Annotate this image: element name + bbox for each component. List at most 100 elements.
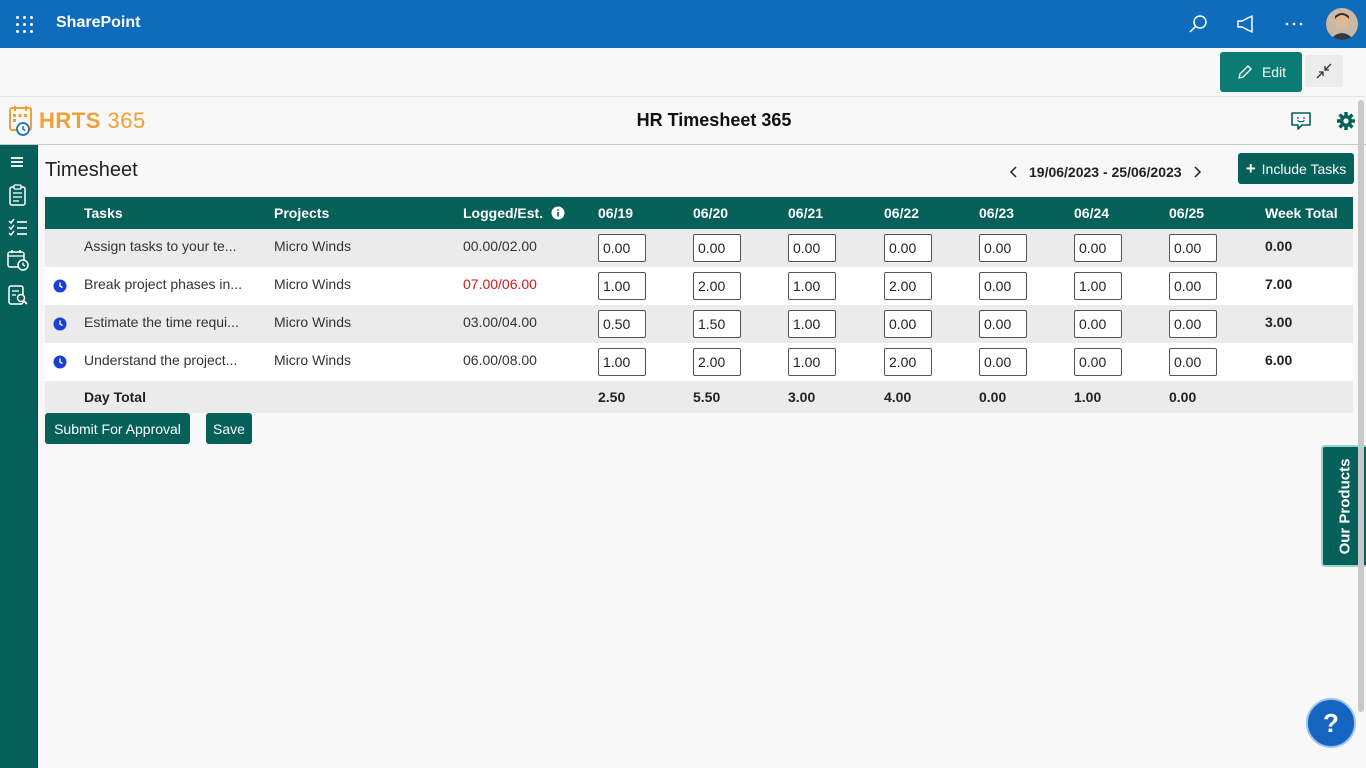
sharepoint-top-bar: SharePoint — [0, 0, 1366, 48]
hours-input[interactable] — [1074, 272, 1122, 300]
more-options-icon[interactable] — [1282, 12, 1306, 36]
timesheet-table: Tasks Projects Logged/Est. 06/19 06/20 0… — [45, 197, 1353, 413]
hrts-logo: HRTS 365 — [9, 105, 146, 137]
header-tasks[interactable]: Tasks — [84, 205, 123, 221]
save-button[interactable]: Save — [206, 413, 252, 444]
chevron-left-icon[interactable] — [1007, 165, 1021, 179]
hours-input[interactable] — [1169, 348, 1217, 376]
page-title: Timesheet — [45, 159, 138, 181]
time-tracking-clock-icon[interactable] — [53, 305, 67, 343]
header-week-total: Week Total — [1265, 205, 1338, 221]
week-total-value: 0.00 — [1265, 238, 1293, 254]
info-icon[interactable] — [551, 206, 565, 220]
hours-input[interactable] — [788, 310, 836, 338]
collapse-arrows-icon — [1316, 63, 1332, 79]
timesheet-logo-icon — [9, 106, 32, 136]
logged-estimate: 00.00/02.00 — [463, 238, 537, 254]
hours-input[interactable] — [1169, 310, 1217, 338]
hours-input[interactable] — [598, 348, 646, 376]
day-total-row: Day Total 2.50 5.50 3.00 4.00 0.00 1.00 … — [45, 381, 1353, 413]
task-name[interactable]: Break project phases in... — [84, 276, 242, 292]
edit-button[interactable]: Edit — [1220, 52, 1302, 92]
sharepoint-title[interactable]: SharePoint — [56, 14, 141, 31]
our-products-label: Our Products — [1336, 458, 1354, 554]
hours-input[interactable] — [693, 348, 741, 376]
table-row: Estimate the time requi... Micro Winds 03.… — [45, 305, 1353, 343]
day-total-value: 4.00 — [884, 389, 912, 405]
table-header-row: Tasks Projects Logged/Est. 06/19 06/20 0… — [45, 197, 1353, 229]
day-total-value: 0.00 — [1169, 389, 1197, 405]
hours-input[interactable] — [693, 234, 741, 262]
project-name: Micro Winds — [274, 238, 352, 254]
time-tracking-clock-icon[interactable] — [53, 267, 67, 305]
task-name[interactable]: Estimate the time requi... — [84, 314, 239, 330]
header-logged-est-label: Logged/Est. — [463, 205, 544, 221]
chevron-right-icon[interactable] — [1190, 165, 1204, 179]
logged-estimate: 06.00/08.00 — [463, 352, 537, 368]
logged-estimate: 03.00/04.00 — [463, 314, 537, 330]
calendar-clock-icon[interactable] — [6, 248, 30, 272]
submit-for-approval-button[interactable]: Submit For Approval — [45, 413, 190, 444]
week-navigator: 19/06/2023 - 25/06/2023 — [1007, 162, 1204, 182]
week-total-value: 6.00 — [1265, 352, 1293, 368]
plus-icon: + — [1245, 158, 1256, 178]
table-row: Understand the project... Micro Winds 06.0… — [45, 343, 1353, 381]
project-name: Micro Winds — [274, 352, 352, 368]
header-day-6: 06/24 — [1074, 205, 1110, 221]
hours-input[interactable] — [1074, 310, 1122, 338]
header-day-7: 06/25 — [1169, 205, 1205, 221]
settings-gear-icon[interactable] — [1335, 110, 1357, 132]
hours-input[interactable] — [1169, 234, 1217, 262]
include-tasks-label: Include Tasks — [1261, 160, 1347, 177]
search-icon[interactable] — [1186, 12, 1210, 36]
task-list-icon[interactable] — [6, 215, 30, 239]
header-day-2: 06/20 — [693, 205, 729, 221]
day-total-value: 1.00 — [1074, 389, 1102, 405]
feedback-icon[interactable] — [1290, 110, 1312, 132]
hours-input[interactable] — [788, 272, 836, 300]
day-total-label: Day Total — [84, 389, 146, 405]
project-name: Micro Winds — [274, 314, 352, 330]
hours-input[interactable] — [884, 272, 932, 300]
page-edit-bar: Edit — [0, 48, 1366, 97]
project-name: Micro Winds — [274, 276, 352, 292]
menu-icon[interactable] — [6, 150, 30, 174]
header-logged-est: Logged/Est. — [463, 197, 565, 229]
collapse-button[interactable] — [1305, 55, 1343, 87]
hours-input[interactable] — [979, 234, 1027, 262]
hours-input[interactable] — [598, 272, 646, 300]
page-scrollbar[interactable] — [1358, 100, 1364, 712]
hours-input[interactable] — [788, 234, 836, 262]
hours-input[interactable] — [884, 234, 932, 262]
edit-button-label: Edit — [1261, 64, 1287, 80]
hours-input[interactable] — [979, 348, 1027, 376]
app-header: HRTS 365 HR Timesheet 365 — [0, 97, 1366, 145]
hours-input[interactable] — [1169, 272, 1217, 300]
header-projects[interactable]: Projects — [274, 205, 330, 221]
day-total-value: 5.50 — [693, 389, 721, 405]
app-launcher-icon[interactable] — [14, 14, 34, 34]
hours-input[interactable] — [979, 272, 1027, 300]
task-name[interactable]: Understand the project... — [84, 352, 238, 368]
user-avatar[interactable] — [1326, 8, 1358, 40]
week-total-value: 3.00 — [1265, 314, 1293, 330]
include-tasks-button[interactable]: + Include Tasks — [1238, 153, 1354, 184]
hours-input[interactable] — [598, 310, 646, 338]
hours-input[interactable] — [979, 310, 1027, 338]
hours-input[interactable] — [788, 348, 836, 376]
hours-input[interactable] — [693, 272, 741, 300]
clipboard-icon[interactable] — [6, 183, 30, 207]
hours-input[interactable] — [884, 310, 932, 338]
task-name[interactable]: Assign tasks to your te... — [84, 238, 237, 254]
help-button[interactable]: ? — [1306, 698, 1356, 748]
hours-input[interactable] — [884, 348, 932, 376]
hours-input[interactable] — [693, 310, 741, 338]
header-day-3: 06/21 — [788, 205, 824, 221]
hours-input[interactable] — [598, 234, 646, 262]
megaphone-icon[interactable] — [1234, 12, 1258, 36]
logged-estimate: 07.00/06.00 — [463, 276, 537, 292]
hours-input[interactable] — [1074, 348, 1122, 376]
report-search-icon[interactable] — [6, 283, 30, 307]
time-tracking-clock-icon[interactable] — [53, 343, 67, 381]
hours-input[interactable] — [1074, 234, 1122, 262]
